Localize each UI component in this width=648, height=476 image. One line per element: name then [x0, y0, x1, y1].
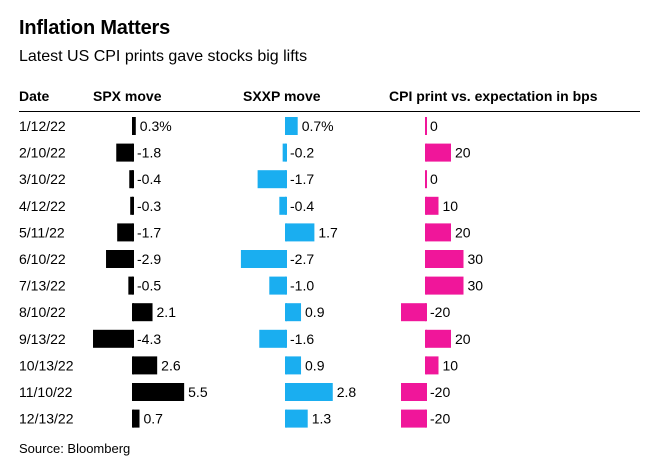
- sxxp-value-label: 0.7%: [302, 118, 334, 134]
- sxxp-bar: [269, 276, 286, 295]
- cpi-value-label: 0: [430, 118, 438, 134]
- sxxp-bar: [286, 223, 315, 242]
- sxxp-bar: [282, 143, 286, 162]
- sxxp-value-label: 2.8: [337, 384, 357, 400]
- cpi-bar: [401, 383, 426, 401]
- sxxp-value-label: -0.4: [290, 198, 314, 214]
- date-label: 8/10/22: [19, 304, 66, 320]
- header-rule: [19, 111, 640, 112]
- spx-bar: [117, 223, 133, 242]
- spx-bar: [133, 409, 140, 428]
- cpi-value-label: 30: [468, 278, 484, 294]
- sxxp-value-label: -1.0: [290, 278, 314, 294]
- spx-value-label: -0.5: [137, 278, 161, 294]
- spx-value-label: 5.5: [188, 384, 208, 400]
- cpi-bar: [426, 250, 464, 268]
- date-label: 4/12/22: [19, 198, 66, 214]
- cpi-value-label: 0: [430, 171, 438, 187]
- spx-bar: [130, 196, 133, 215]
- sxxp-value-label: -1.6: [290, 331, 314, 347]
- cpi-value-label: -20: [430, 384, 450, 400]
- sxxp-bar: [259, 329, 286, 348]
- header-cpi: CPI print vs. expectation in bps: [389, 88, 598, 104]
- cpi-value-label: 30: [468, 251, 484, 267]
- sxxp-bar: [240, 250, 286, 268]
- spx-value-label: 2.1: [157, 304, 177, 320]
- cpi-value-label: -20: [430, 304, 450, 320]
- spx-value-label: -1.8: [137, 145, 161, 161]
- chart-title: Inflation Matters: [19, 17, 171, 39]
- cpi-value-label: 10: [443, 357, 459, 373]
- header-sxxp: SXXP move: [243, 88, 321, 104]
- date-label: 2/10/22: [19, 145, 66, 161]
- date-label: 5/11/22: [19, 224, 65, 240]
- header-spx: SPX move: [93, 88, 162, 104]
- sxxp-value-label: 1.7: [318, 224, 338, 240]
- sxxp-bar: [286, 303, 302, 322]
- sxxp-bar: [286, 356, 302, 375]
- header-date: Date: [19, 88, 50, 104]
- spx-bar: [116, 143, 133, 162]
- chart-subtitle: Latest US CPI prints gave stocks big lif…: [19, 48, 308, 65]
- cpi-bar: [426, 196, 439, 215]
- sxxp-bar: [286, 117, 298, 135]
- cpi-bar: [426, 329, 451, 348]
- spx-bar: [133, 356, 158, 375]
- cpi-bar: [401, 303, 426, 322]
- cpi-value-label: 20: [455, 145, 471, 161]
- sxxp-value-label: -0.2: [290, 145, 314, 161]
- date-label: 9/13/22: [19, 331, 66, 347]
- spx-bar: [133, 383, 185, 401]
- cpi-value-label: 20: [455, 224, 471, 240]
- cpi-value-label: 20: [455, 331, 471, 347]
- date-label: 10/13/22: [19, 357, 74, 373]
- spx-value-label: -4.3: [137, 331, 161, 347]
- cpi-bar: [426, 276, 464, 295]
- date-label: 6/10/22: [19, 251, 66, 267]
- sxxp-value-label: -2.7: [290, 251, 314, 267]
- date-label: 12/13/22: [19, 411, 74, 427]
- spx-value-label: 0.7: [144, 411, 164, 427]
- spx-value-label: 2.6: [161, 357, 181, 373]
- date-label: 1/12/22: [19, 118, 66, 134]
- sxxp-bar: [286, 383, 333, 401]
- spx-value-label: -2.9: [137, 251, 161, 267]
- date-label: 3/10/22: [19, 171, 66, 187]
- sxxp-value-label: 0.9: [305, 304, 325, 320]
- cpi-bar: [401, 409, 426, 428]
- sxxp-bar: [279, 196, 286, 215]
- spx-value-label: -0.4: [137, 171, 161, 187]
- date-label: 11/10/22: [19, 384, 73, 400]
- spx-bar: [106, 250, 133, 268]
- cpi-bar: [426, 143, 451, 162]
- cpi-bar: [426, 356, 439, 375]
- sxxp-value-label: -1.7: [290, 171, 314, 187]
- cpi-value-label: 10: [443, 198, 459, 214]
- date-label: 7/13/22: [19, 278, 66, 294]
- spx-bar: [133, 303, 153, 322]
- cpi-value-label: -20: [430, 411, 450, 427]
- sxxp-bar: [257, 170, 286, 189]
- spx-bar: [93, 329, 133, 348]
- source-note: Source: Bloomberg: [19, 441, 131, 456]
- spx-bar: [133, 117, 136, 135]
- sxxp-value-label: 1.3: [312, 411, 332, 427]
- sxxp-value-label: 0.9: [305, 357, 325, 373]
- spx-bar: [129, 170, 133, 189]
- cpi-bar: [426, 223, 451, 242]
- spx-value-label: 0.3%: [140, 118, 172, 134]
- sxxp-bar: [286, 409, 308, 428]
- spx-bar: [128, 276, 133, 295]
- spx-value-label: -1.7: [137, 224, 161, 240]
- spx-value-label: -0.3: [137, 198, 161, 214]
